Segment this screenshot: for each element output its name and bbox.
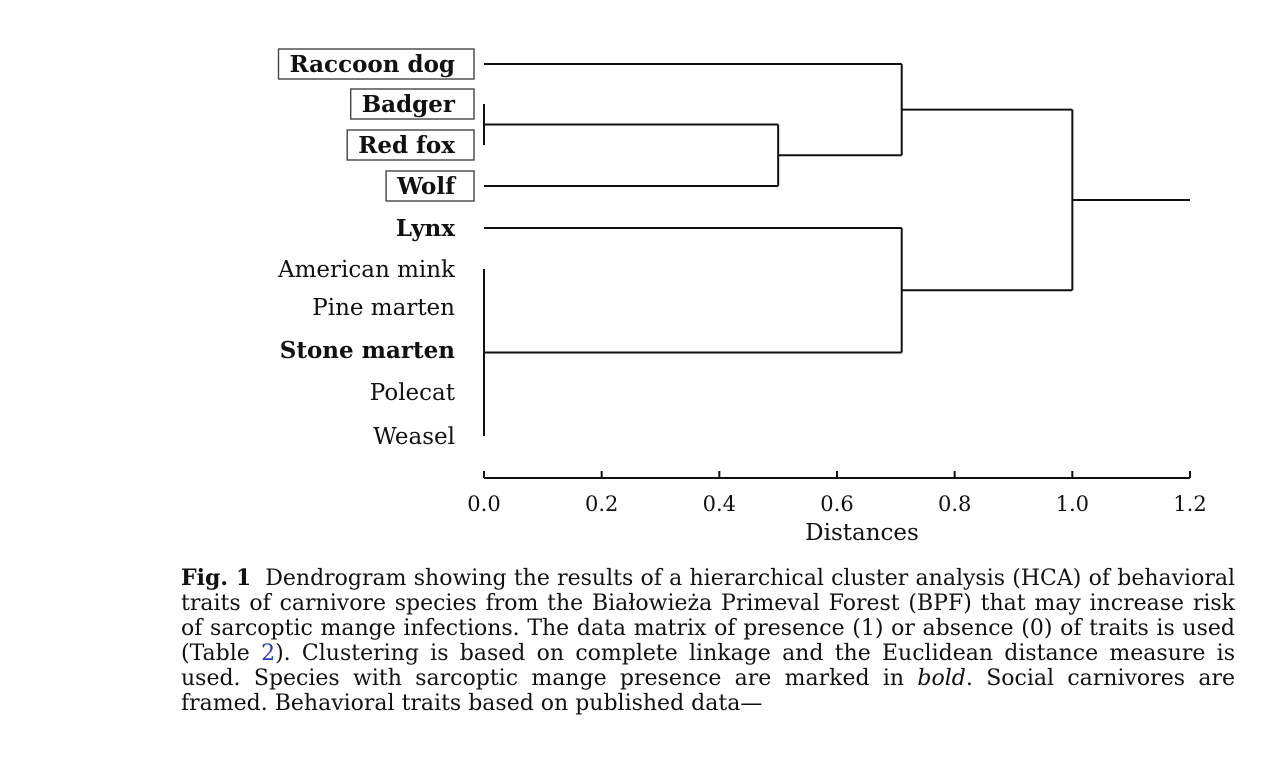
caption-text-1: Dendrogram showing the results of a hier…: [181, 566, 1235, 666]
x-tick-label-0-0: 0.0: [467, 492, 500, 516]
leaf-label-badger: Badger: [362, 91, 456, 118]
frame-red-fox: [346, 129, 475, 161]
x-tick-label-0-8: 0.8: [938, 492, 971, 516]
caption-label: Fig. 1: [181, 565, 252, 591]
frame-badger: [350, 88, 475, 120]
frame-raccoon-dog: [277, 48, 475, 80]
leaf-label-weasel: Weasel: [373, 424, 455, 450]
figure-caption: Fig. 1 Dendrogram showing the results of …: [181, 565, 1236, 717]
caption-text-3: . Social carnivores are framed. Behavior…: [181, 666, 1235, 716]
leaf-label-american-mink: American mink: [277, 257, 456, 283]
dendrogram-chart: Raccoon dog Badger Red fox Wolf Lynx American…: [277, 48, 1207, 546]
leaf-label-polecat: Polecat: [370, 380, 456, 406]
leaf-label-wolf: Wolf: [396, 173, 457, 200]
frame-wolf: [385, 170, 475, 202]
x-tick-label-1-0: 1.0: [1056, 492, 1089, 516]
x-axis: 0.0 0.2 0.4 0.6 0.8 1.0 1.2: [467, 471, 1207, 516]
social-frames: [277, 48, 475, 202]
leaf-label-lynx: Lynx: [396, 215, 455, 242]
leaf-label-pine-marten: Pine marten: [312, 295, 455, 321]
x-tick-label-1-2: 1.2: [1173, 492, 1206, 516]
leaf-label-raccoon-dog: Raccoon dog: [290, 51, 455, 78]
table-reference-link[interactable]: 2: [261, 641, 276, 666]
x-axis-title: Distances: [805, 520, 919, 546]
leaf-label-stone-marten: Stone marten: [280, 337, 456, 364]
x-tick-label-0-2: 0.2: [585, 492, 618, 516]
leaf-label-red-fox: Red fox: [358, 132, 455, 159]
leaf-labels: Raccoon dog Badger Red fox Wolf Lynx American…: [277, 51, 457, 450]
dendrogram-links: [483, 63, 1190, 436]
caption-bold-word: bold: [917, 666, 966, 691]
x-tick-label-0-6: 0.6: [820, 492, 853, 516]
x-tick-label-0-4: 0.4: [703, 492, 736, 516]
caption-text-2: ). Clustering is based on complete linka…: [181, 641, 1236, 691]
